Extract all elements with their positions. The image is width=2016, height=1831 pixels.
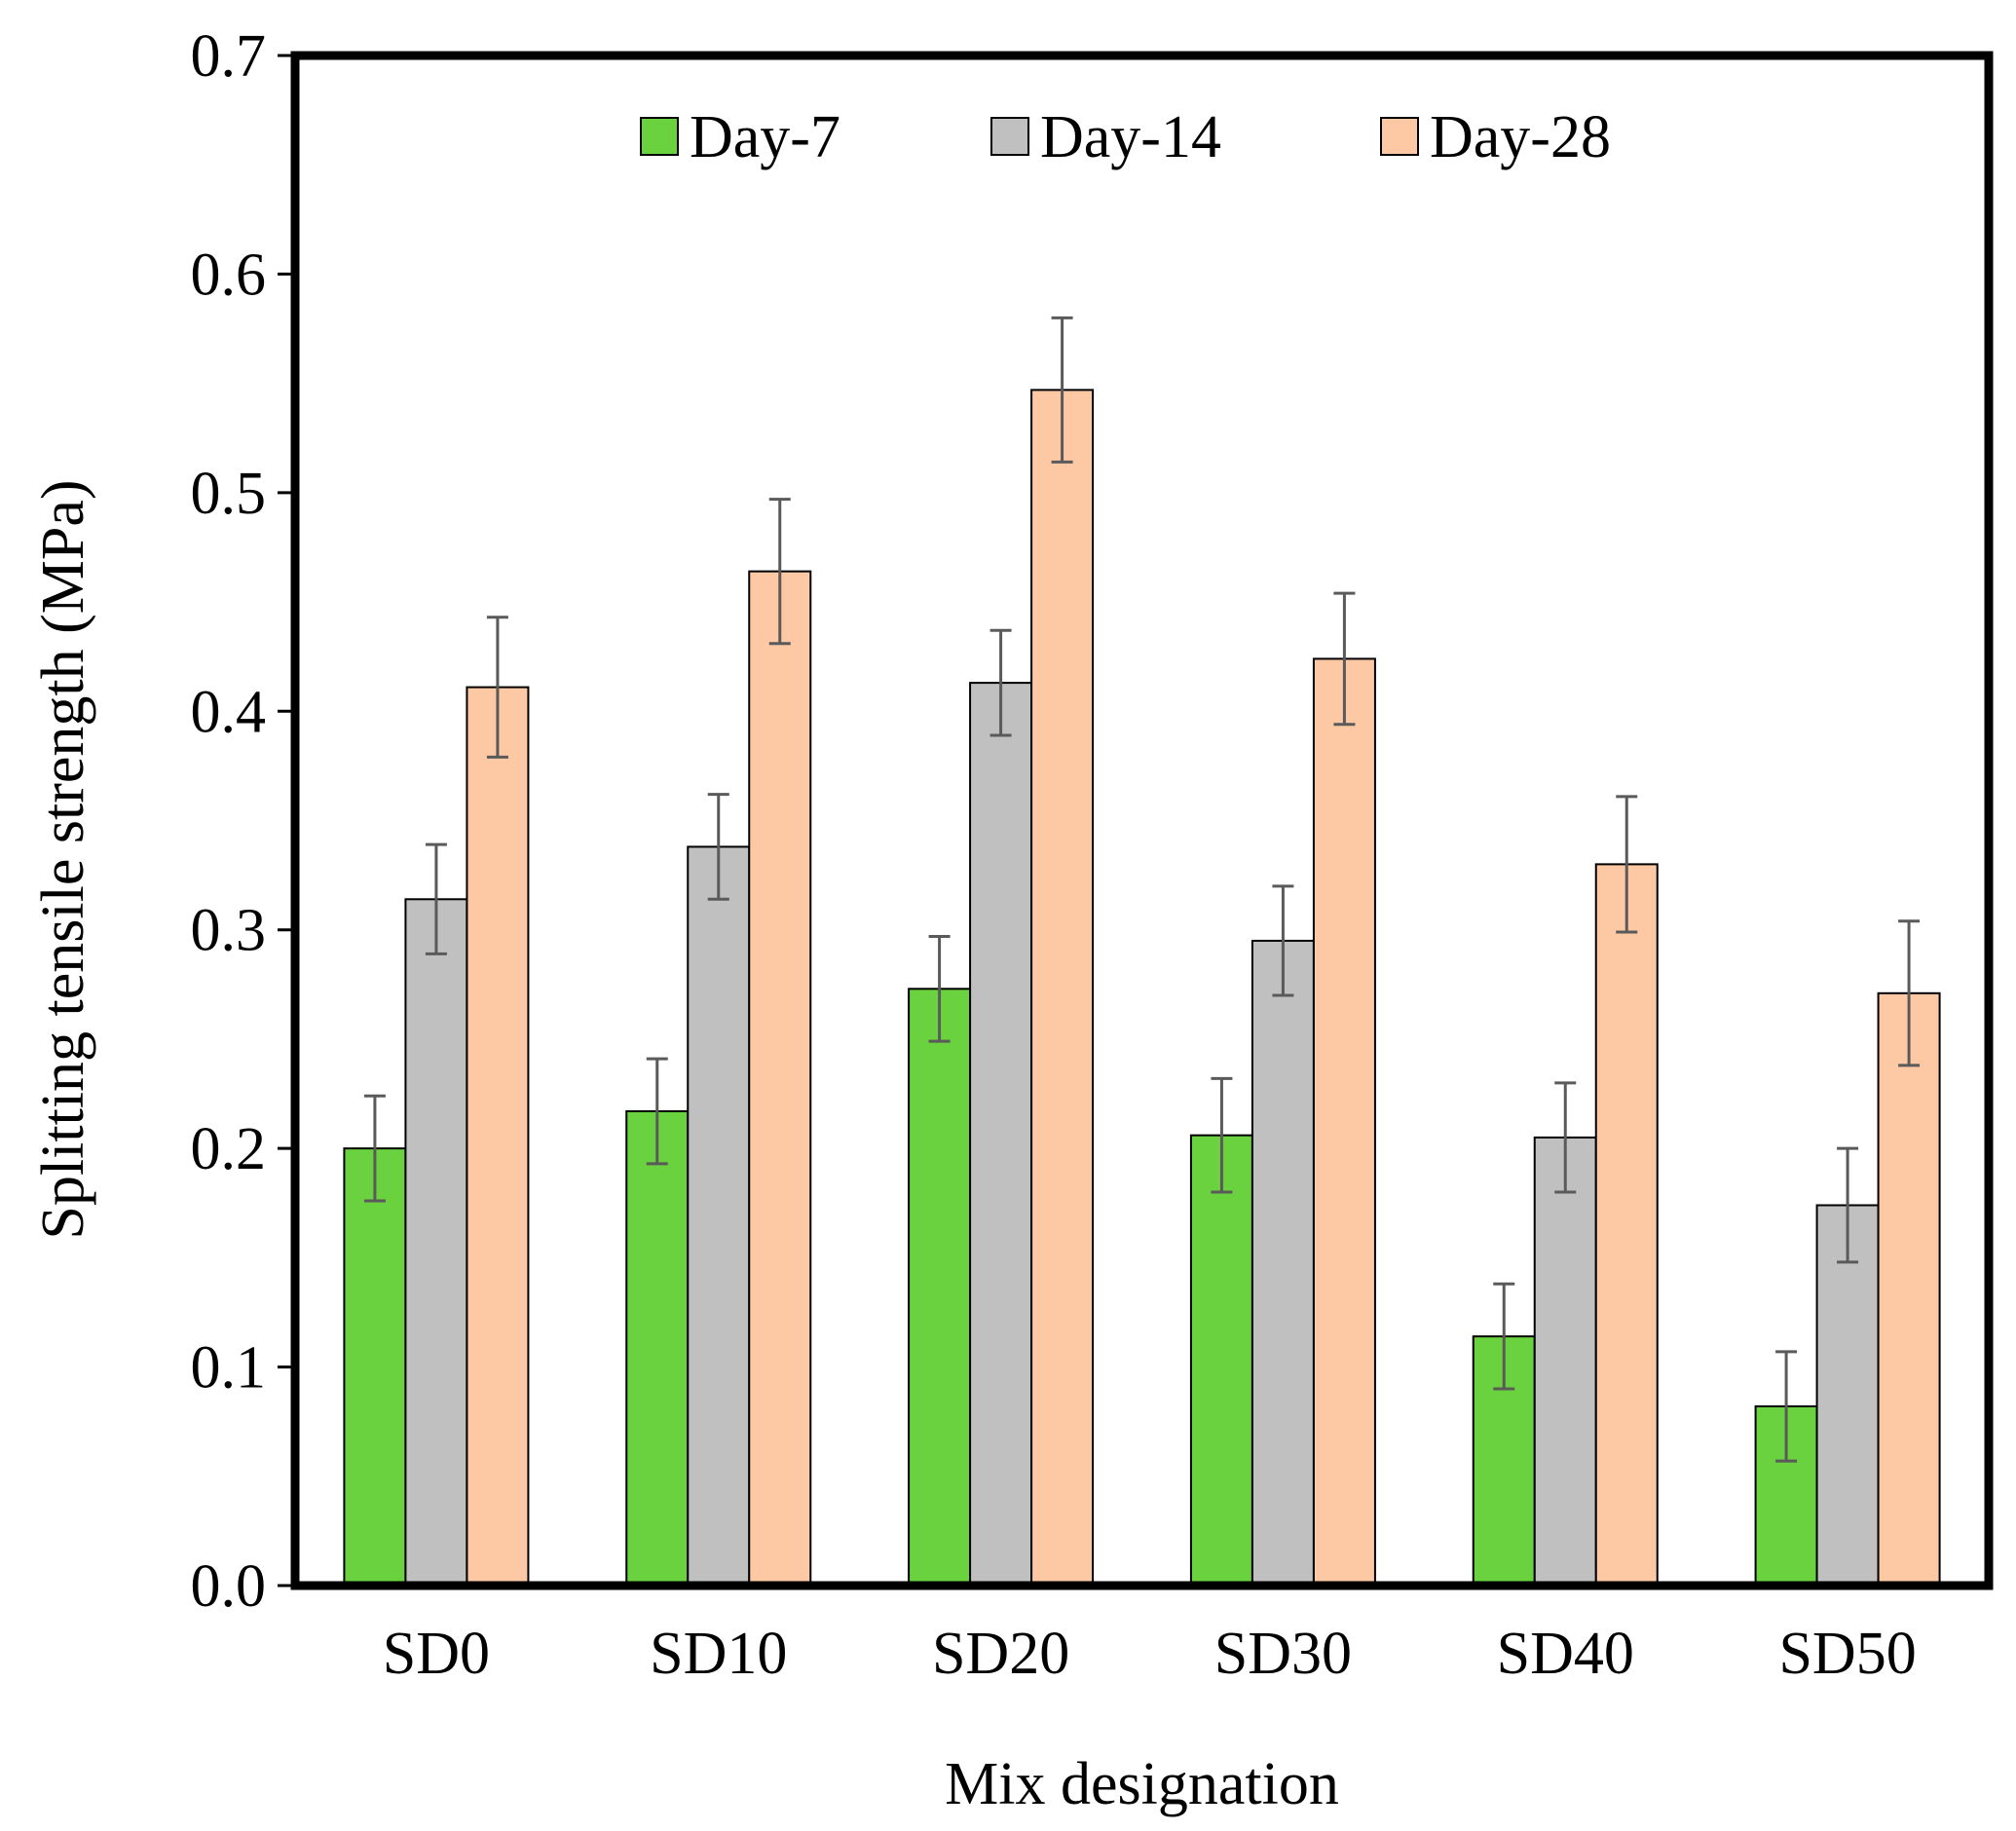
bar-day-14-sd0: [404, 898, 468, 1587]
bar-day-7-sd30: [1189, 1134, 1253, 1587]
legend-label-day-28: Day-28: [1430, 104, 1611, 170]
legend-swatch-day-14: [990, 117, 1029, 156]
bar-day-28-sd40: [1594, 863, 1659, 1587]
x-axis-title: Mix designation: [945, 1751, 1339, 1817]
bar-day-28-sd10: [748, 570, 812, 1587]
y-tick-label: 0.7: [191, 23, 267, 90]
legend-label-day-14: Day-14: [1040, 104, 1221, 170]
y-tick-label: 0.3: [191, 898, 267, 964]
bar-day-28-sd50: [1877, 991, 1941, 1587]
x-tick-label-sd10: SD10: [650, 1621, 787, 1687]
legend: Day-7 Day-14 Day-28: [640, 104, 1611, 170]
bar-day-28-sd20: [1030, 389, 1095, 1587]
error-bars-layer: [363, 316, 1921, 1463]
y-tick-label: 0.6: [191, 242, 267, 308]
x-axis: SD0 SD10 SD20 SD30 SD40 SD50: [383, 1621, 1917, 1687]
legend-label-day-7: Day-7: [690, 104, 840, 170]
x-tick-label-sd20: SD20: [932, 1621, 1069, 1687]
bar-day-14-sd20: [969, 682, 1033, 1587]
legend-swatch-day-7: [640, 117, 679, 156]
y-tick-label: 0.4: [191, 679, 267, 745]
bar-day-14-sd40: [1533, 1136, 1597, 1587]
y-axis: 0.0 0.1 0.2 0.3 0.4 0.5 0.6 0.7: [191, 23, 295, 1620]
bar-day-28-sd30: [1312, 657, 1376, 1587]
plot-frame: [290, 51, 1994, 1590]
x-tick-label-sd30: SD30: [1214, 1621, 1352, 1687]
y-tick-label: 0.5: [191, 461, 267, 527]
legend-swatch-day-28: [1380, 117, 1419, 156]
bar-day-14-sd30: [1251, 939, 1315, 1587]
x-tick-label-sd0: SD0: [383, 1621, 490, 1687]
bar-day-28-sd0: [466, 686, 530, 1587]
bar-day-7-sd10: [625, 1109, 690, 1587]
x-tick-label-sd50: SD50: [1778, 1621, 1916, 1687]
y-axis-title: Splitting tensile strength (MPa): [30, 479, 96, 1239]
bars-layer: [343, 389, 1941, 1588]
bar-day-7-sd0: [343, 1147, 407, 1587]
y-tick-label: 0.1: [191, 1335, 267, 1401]
x-tick-label-sd40: SD40: [1497, 1621, 1634, 1687]
y-tick-label: 0.2: [191, 1116, 267, 1182]
bar-day-14-sd10: [687, 845, 751, 1587]
y-tick-label: 0.0: [191, 1553, 267, 1620]
bar-day-7-sd20: [908, 988, 972, 1587]
